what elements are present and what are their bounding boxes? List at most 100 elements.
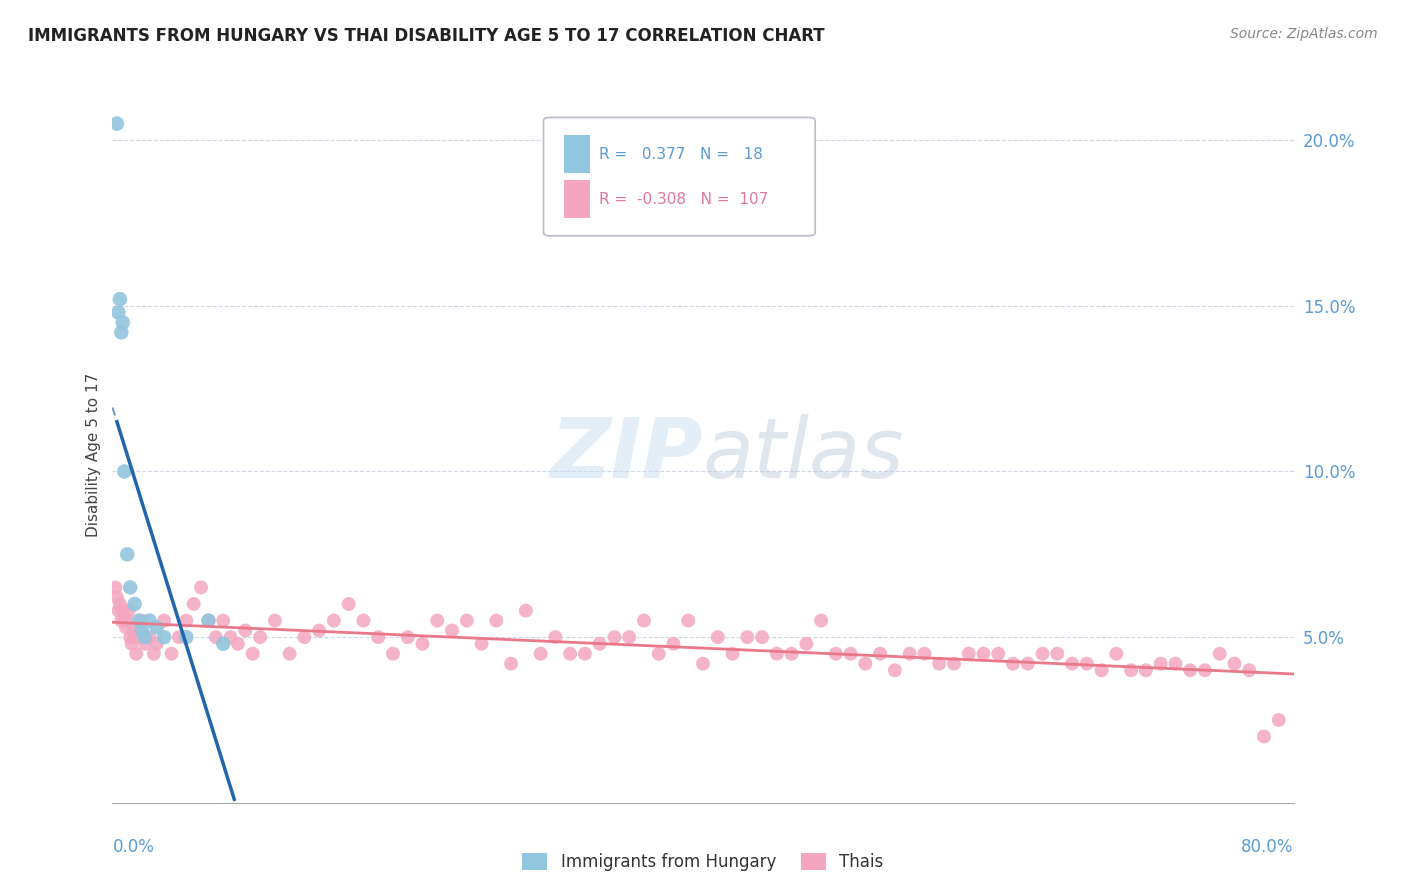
Point bbox=[104, 581, 127, 595]
Point bbox=[323, 614, 346, 628]
Point bbox=[107, 305, 129, 319]
Point bbox=[292, 630, 315, 644]
Point bbox=[796, 637, 818, 651]
Point bbox=[737, 630, 759, 644]
Point bbox=[1239, 663, 1261, 677]
Point bbox=[1017, 657, 1039, 671]
Point bbox=[766, 647, 789, 661]
Point bbox=[114, 620, 136, 634]
Point bbox=[138, 614, 160, 628]
Y-axis label: Disability Age 5 to 17: Disability Age 5 to 17 bbox=[86, 373, 101, 537]
Point bbox=[117, 547, 138, 561]
Point bbox=[337, 597, 360, 611]
Point bbox=[515, 604, 537, 618]
Point bbox=[153, 614, 176, 628]
Point bbox=[108, 292, 131, 306]
Point bbox=[1208, 647, 1232, 661]
Point bbox=[1268, 713, 1291, 727]
Point bbox=[707, 630, 730, 644]
Point bbox=[124, 597, 146, 611]
Point bbox=[128, 624, 150, 638]
Point bbox=[120, 630, 142, 644]
Point bbox=[134, 630, 156, 644]
Point bbox=[183, 597, 205, 611]
Point bbox=[1253, 730, 1275, 744]
Point bbox=[1194, 663, 1216, 677]
Point bbox=[692, 657, 714, 671]
Point bbox=[112, 465, 135, 479]
Point bbox=[117, 614, 138, 628]
Point bbox=[544, 630, 567, 644]
Point bbox=[138, 630, 160, 644]
Point bbox=[1001, 657, 1024, 671]
Point bbox=[574, 647, 596, 661]
Point bbox=[226, 637, 249, 651]
Point bbox=[308, 624, 330, 638]
Point bbox=[855, 657, 877, 671]
Point bbox=[264, 614, 287, 628]
Point bbox=[205, 630, 228, 644]
Point bbox=[212, 637, 235, 651]
Point bbox=[120, 581, 142, 595]
Point bbox=[456, 614, 478, 628]
Point bbox=[111, 604, 134, 618]
Point bbox=[884, 663, 907, 677]
Point bbox=[212, 614, 235, 628]
Point bbox=[501, 657, 523, 671]
Point bbox=[869, 647, 891, 661]
Point bbox=[1119, 663, 1142, 677]
Point bbox=[197, 614, 219, 628]
Point bbox=[134, 637, 156, 651]
Point bbox=[142, 647, 165, 661]
Point bbox=[118, 604, 141, 618]
Point bbox=[441, 624, 464, 638]
Point bbox=[426, 614, 449, 628]
Text: Source: ZipAtlas.com: Source: ZipAtlas.com bbox=[1230, 27, 1378, 41]
Point bbox=[105, 117, 128, 131]
Text: R =   0.377   N =   18: R = 0.377 N = 18 bbox=[599, 147, 763, 161]
Point bbox=[128, 614, 150, 628]
Point bbox=[122, 624, 145, 638]
Point bbox=[190, 581, 212, 595]
Legend: Immigrants from Hungary, Thais: Immigrants from Hungary, Thais bbox=[516, 847, 890, 878]
Point bbox=[131, 614, 153, 628]
Point bbox=[1046, 647, 1069, 661]
Bar bbox=[564, 135, 589, 173]
Point bbox=[197, 614, 219, 628]
Point bbox=[111, 315, 134, 329]
Point bbox=[619, 630, 641, 644]
Point bbox=[751, 630, 773, 644]
Point bbox=[1076, 657, 1098, 671]
Point bbox=[278, 647, 301, 661]
Point bbox=[485, 614, 508, 628]
Point bbox=[1032, 647, 1054, 661]
Point bbox=[153, 630, 176, 644]
Text: 0.0%: 0.0% bbox=[112, 838, 155, 855]
Point bbox=[824, 647, 846, 661]
Point bbox=[973, 647, 995, 661]
Point bbox=[780, 647, 803, 661]
Point bbox=[1135, 663, 1157, 677]
Point bbox=[160, 647, 183, 661]
Point bbox=[112, 614, 135, 628]
Point bbox=[249, 630, 271, 644]
Point bbox=[898, 647, 921, 661]
FancyBboxPatch shape bbox=[544, 118, 815, 235]
Point bbox=[678, 614, 700, 628]
Point bbox=[219, 630, 242, 644]
Point bbox=[131, 624, 153, 638]
Point bbox=[382, 647, 405, 661]
Point bbox=[108, 597, 131, 611]
Point bbox=[721, 647, 744, 661]
Point bbox=[529, 647, 551, 661]
Point bbox=[1105, 647, 1128, 661]
Point bbox=[914, 647, 936, 661]
Text: 80.0%: 80.0% bbox=[1241, 838, 1294, 855]
Point bbox=[1091, 663, 1114, 677]
Point bbox=[1062, 657, 1084, 671]
Point bbox=[560, 647, 582, 661]
Point bbox=[124, 630, 146, 644]
Point bbox=[928, 657, 950, 671]
Point bbox=[352, 614, 374, 628]
Point bbox=[167, 630, 190, 644]
